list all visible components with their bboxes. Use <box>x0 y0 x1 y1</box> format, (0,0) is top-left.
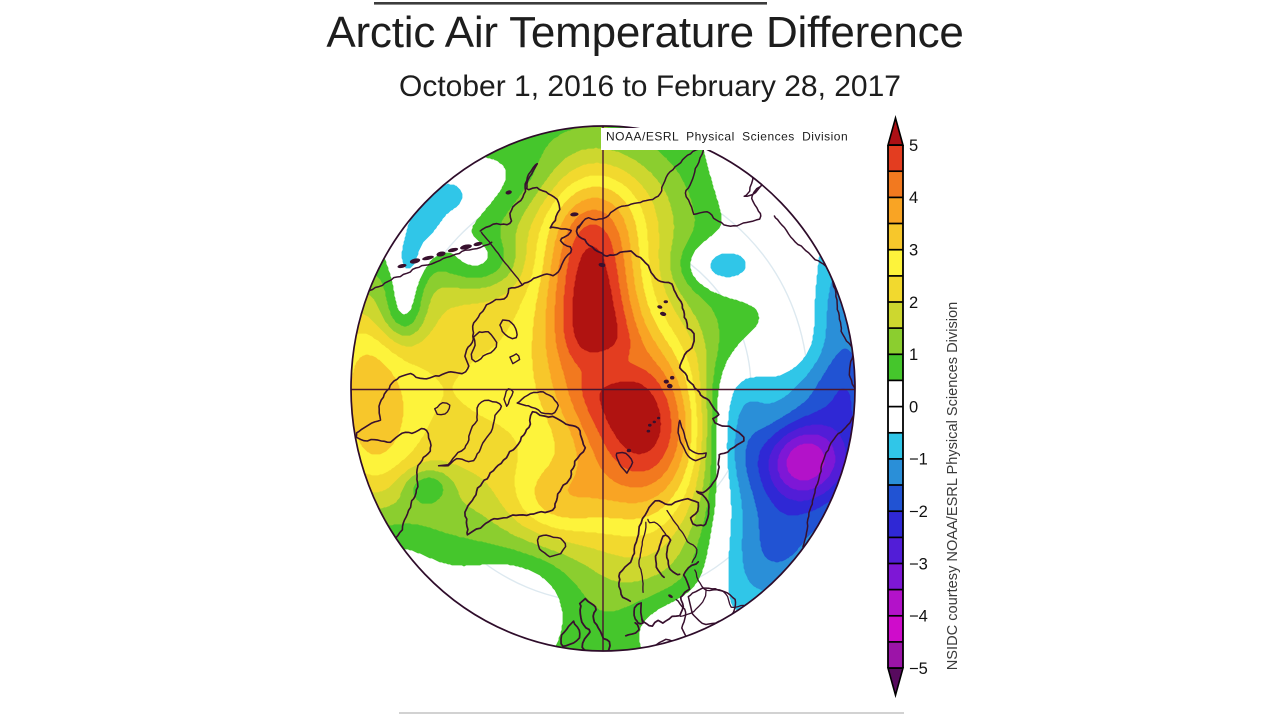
svg-text:−3: −3 <box>909 555 928 573</box>
svg-text:1: 1 <box>909 346 918 364</box>
svg-text:−4: −4 <box>909 608 928 626</box>
svg-text:NOAA/ESRL Physical Sciences Di: NOAA/ESRL Physical Sciences Division <box>606 130 848 144</box>
svg-text:−2: −2 <box>909 503 928 521</box>
svg-text:−1: −1 <box>909 451 928 469</box>
svg-text:−5: −5 <box>909 660 928 678</box>
svg-text:0: 0 <box>909 398 918 416</box>
svg-text:2: 2 <box>909 294 918 312</box>
svg-text:4: 4 <box>909 189 918 207</box>
svg-text:3: 3 <box>909 242 918 260</box>
svg-text:5: 5 <box>909 137 918 155</box>
svg-text:NSIDC courtesy NOAA/ESRL Physi: NSIDC courtesy NOAA/ESRL Physical Scienc… <box>945 302 961 670</box>
